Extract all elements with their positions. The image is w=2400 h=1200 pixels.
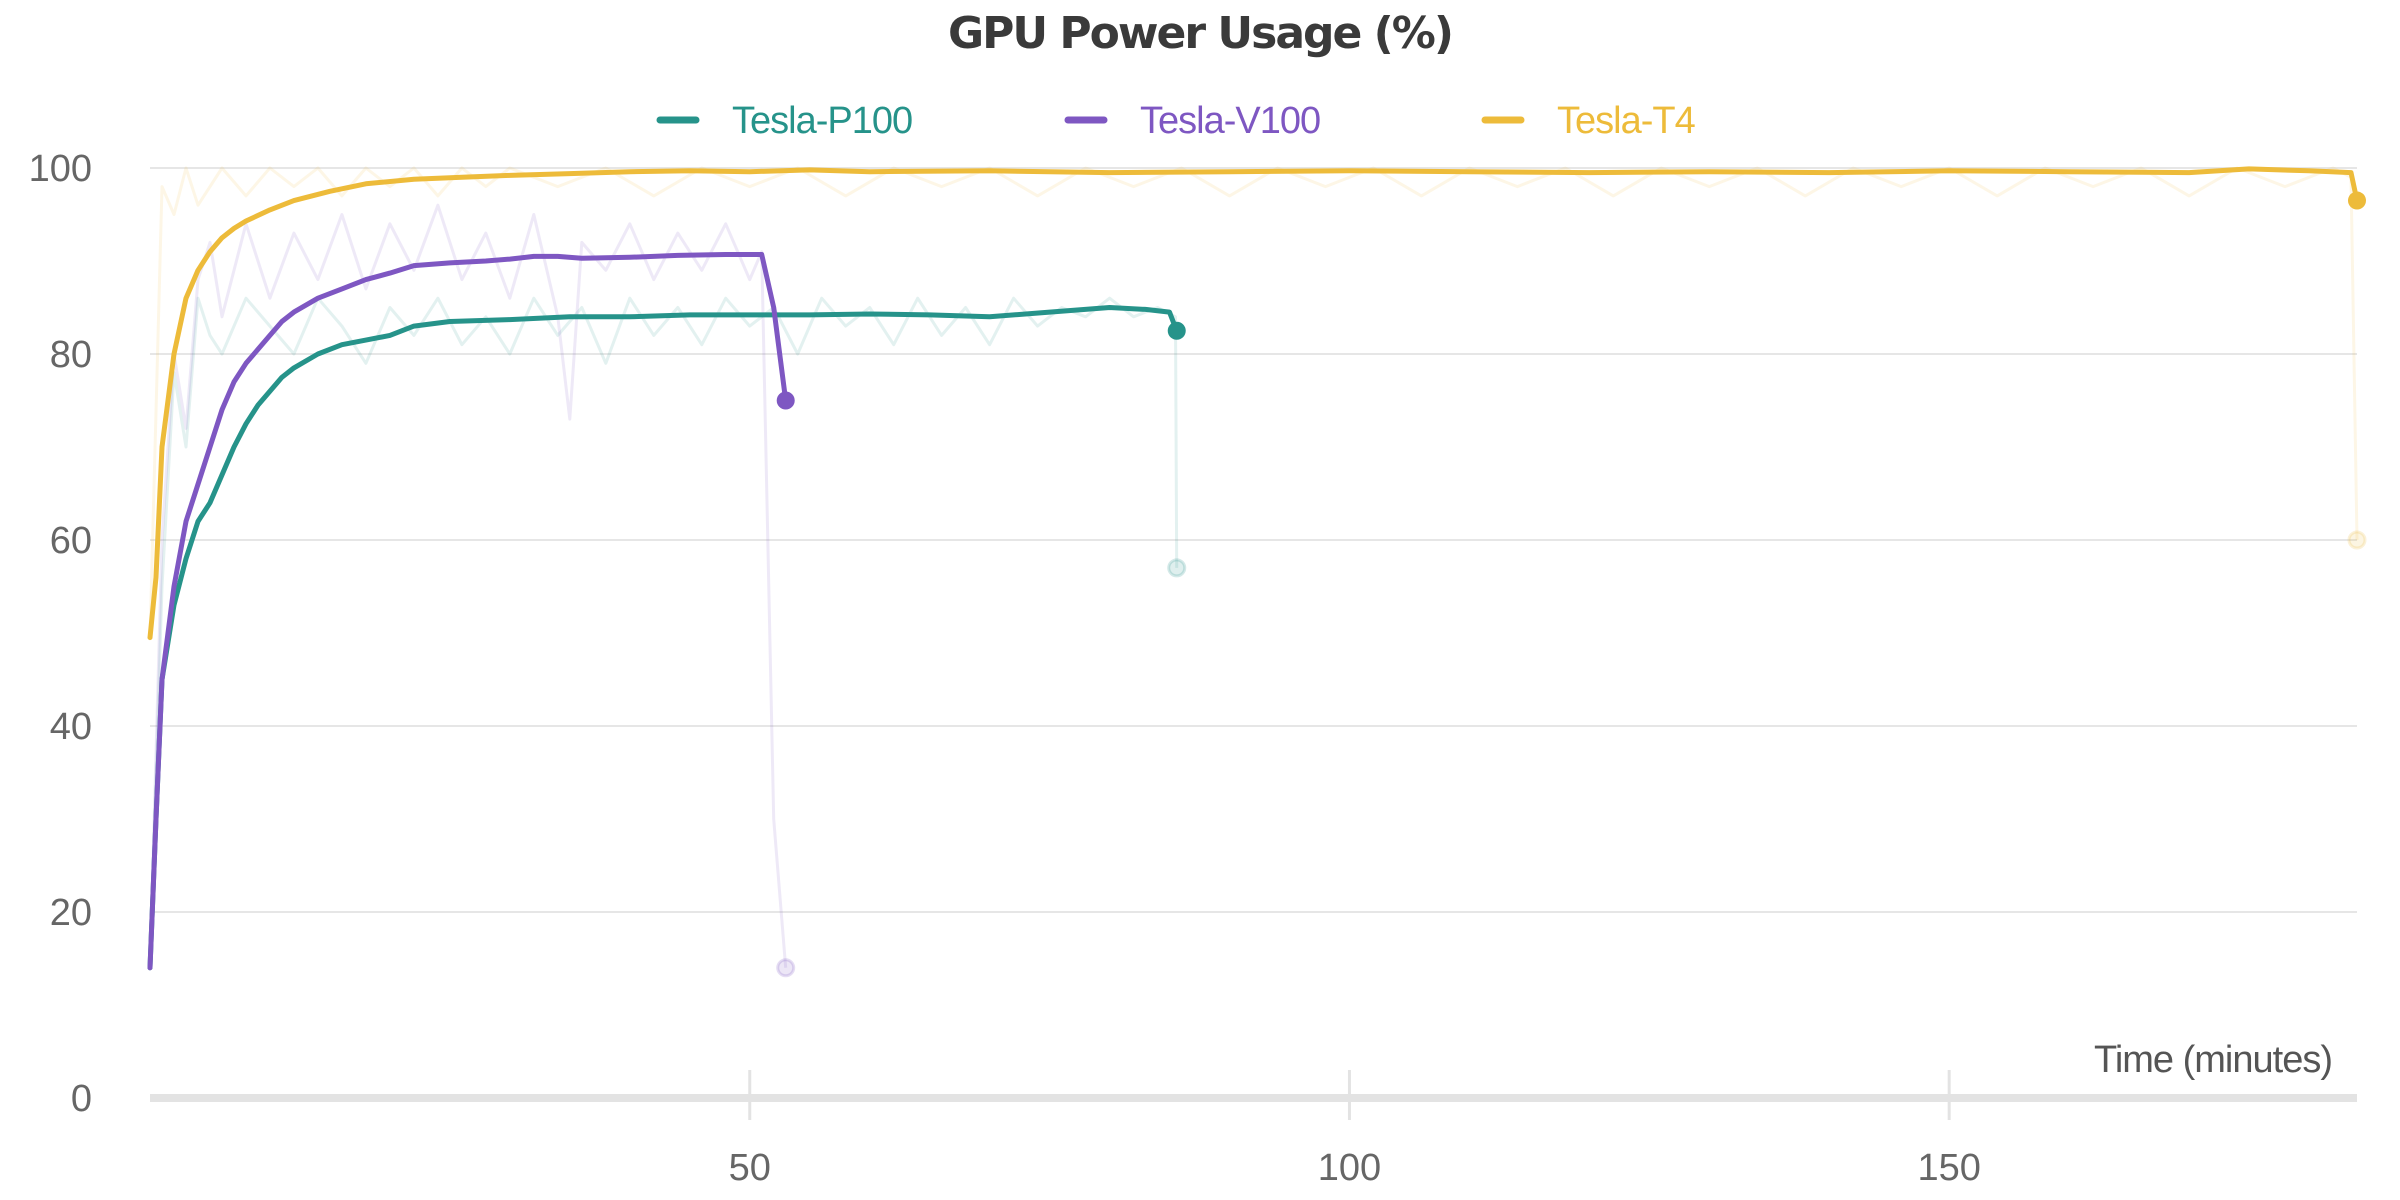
y-tick-label-0: 0 bbox=[71, 1078, 92, 1120]
raw-line-tesla-t4 bbox=[148, 166, 2359, 638]
raw-line-tesla-v100 bbox=[148, 203, 788, 968]
x-tick-label-150: 150 bbox=[1917, 1147, 1980, 1189]
y-axis-ticks: 0 20 40 60 80 100 bbox=[29, 148, 92, 1120]
legend: Tesla-P100 Tesla-V100 Tesla-T4 bbox=[656, 100, 1697, 142]
raw-end-marker-tesla-p100 bbox=[1167, 558, 1187, 578]
y-tick-label-100: 100 bbox=[29, 148, 92, 190]
smoothed-line-tesla-v100 bbox=[147, 252, 789, 971]
y-tick-label-60: 60 bbox=[50, 520, 92, 562]
smoothed-line-tesla-p100 bbox=[147, 305, 1180, 971]
end-marker-tesla-t4 bbox=[2348, 191, 2366, 210]
chart-title: GPU Power Usage (%) bbox=[948, 8, 1452, 59]
smoothed-series-layer bbox=[147, 166, 2366, 971]
x-tick-label-100: 100 bbox=[1318, 1147, 1381, 1189]
x-axis: 50 100 150 bbox=[150, 1070, 2357, 1189]
x-tick-label-50: 50 bbox=[729, 1147, 771, 1189]
y-tick-label-80: 80 bbox=[50, 334, 92, 376]
y-tick-label-40: 40 bbox=[50, 706, 92, 748]
legend-label-tesla-v100: Tesla-V100 bbox=[1140, 100, 1320, 142]
raw-series-layer bbox=[148, 166, 2367, 978]
raw-end-marker-tesla-v100 bbox=[776, 958, 796, 978]
x-axis-label: Time (minutes) bbox=[2094, 1039, 2332, 1081]
raw-end-marker-tesla-t4 bbox=[2347, 530, 2367, 550]
raw-line-tesla-p100 bbox=[148, 296, 1179, 968]
legend-label-tesla-p100: Tesla-P100 bbox=[732, 100, 912, 142]
end-marker-tesla-v100 bbox=[776, 391, 795, 410]
smoothed-line-tesla-t4 bbox=[147, 166, 2360, 641]
grid-lines bbox=[150, 167, 2357, 913]
y-tick-label-20: 20 bbox=[50, 892, 92, 934]
end-marker-tesla-p100 bbox=[1167, 321, 1186, 340]
legend-label-tesla-t4: Tesla-T4 bbox=[1557, 100, 1696, 142]
